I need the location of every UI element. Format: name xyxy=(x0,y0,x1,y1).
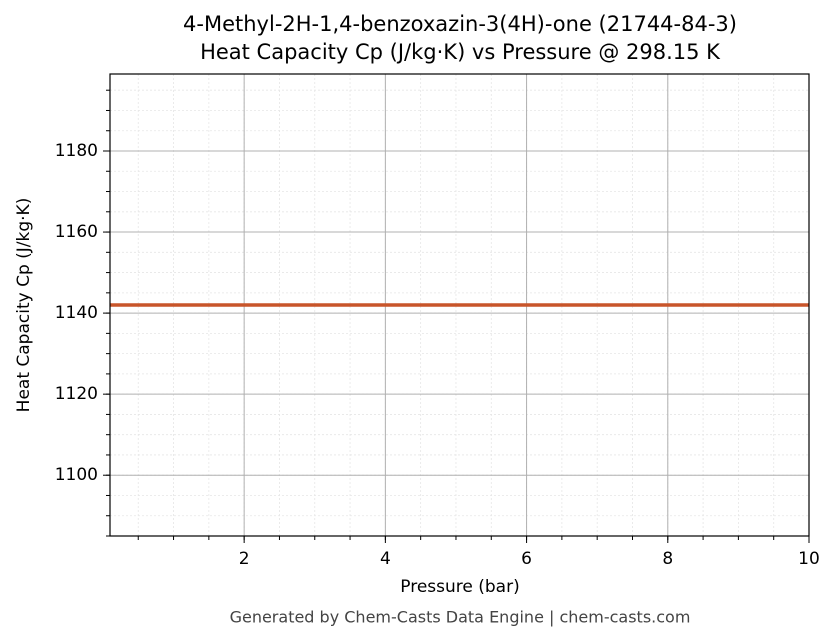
y-axis-label: Heat Capacity Cp (J/kg·K) xyxy=(14,198,34,413)
y-tick-label: 1160 xyxy=(55,222,98,242)
chart-subtitle: Heat Capacity Cp (J/kg·K) vs Pressure @ … xyxy=(200,40,721,64)
plot-frame xyxy=(109,73,810,537)
y-tick-label: 1100 xyxy=(55,465,98,485)
x-tick-label: 8 xyxy=(662,549,673,569)
x-tick-label: 4 xyxy=(380,549,391,569)
footer: Generated by Chem-Casts Data Engine | ch… xyxy=(230,608,691,627)
chart-title: 4-Methyl-2H-1,4-benzoxazin-3(4H)-one (21… xyxy=(183,12,737,36)
x-tick-label: 2 xyxy=(239,549,250,569)
x-axis-label: Pressure (bar) xyxy=(400,577,519,597)
x-tick-label: 10 xyxy=(798,549,820,569)
y-tick-label: 1140 xyxy=(55,303,98,323)
y-tick-label: 1120 xyxy=(55,384,98,404)
x-tick-label: 6 xyxy=(521,549,532,569)
y-tick-label: 1180 xyxy=(55,141,98,161)
